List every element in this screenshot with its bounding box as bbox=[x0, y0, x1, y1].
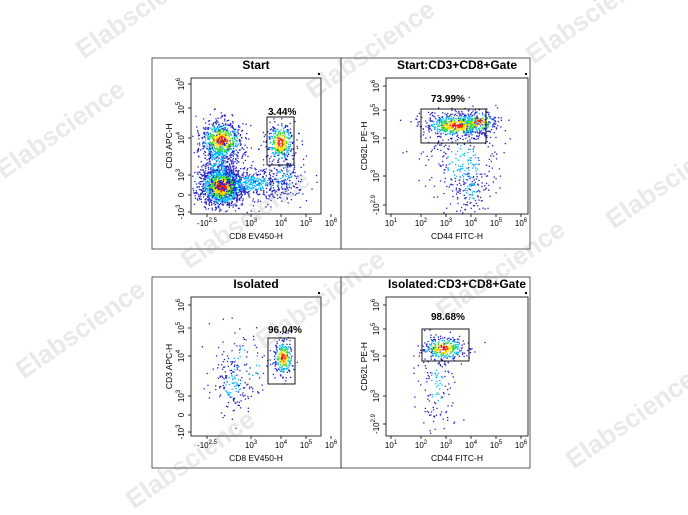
x-tick-label: -102.5 bbox=[197, 440, 218, 450]
y-tick-label: 104 bbox=[371, 349, 381, 362]
gate-percentage-label: 98.68% bbox=[431, 312, 465, 323]
chart-title: Isolated:CD3+CD8+Gate bbox=[388, 277, 526, 291]
x-tick-label: 103 bbox=[245, 440, 258, 450]
x-tick-label: 106 bbox=[515, 218, 528, 228]
x-tick-label: 105 bbox=[490, 218, 503, 228]
chart-title: Start:CD3+CD8+Gate bbox=[397, 58, 517, 72]
x-axis-label: CD44 FITC-H bbox=[431, 453, 483, 463]
data-points bbox=[413, 329, 486, 434]
x-tick-label: 101 bbox=[385, 218, 398, 228]
y-tick-label: 106 bbox=[176, 298, 186, 311]
x-tick-label: 103 bbox=[440, 440, 453, 450]
y-tick-label: 0 bbox=[177, 192, 186, 197]
y-tick-label: 104 bbox=[176, 131, 186, 144]
x-tick-label: 106 bbox=[325, 440, 338, 450]
plot-area bbox=[191, 297, 321, 436]
data-points bbox=[400, 97, 511, 214]
x-tick-label: -102.5 bbox=[197, 218, 218, 228]
y-tick-label: 106 bbox=[371, 298, 381, 311]
x-tick-label: 103 bbox=[245, 218, 258, 228]
y-tick-label: 103 bbox=[371, 169, 381, 182]
x-tick-label: 102 bbox=[415, 218, 428, 228]
y-tick-label: -102.9 bbox=[371, 194, 381, 215]
x-tick-label: 105 bbox=[300, 440, 313, 450]
x-tick-label: 106 bbox=[515, 440, 528, 450]
y-axis-label: CD3 APC-H bbox=[164, 123, 174, 168]
chart-title: Isolated bbox=[233, 277, 278, 291]
corner-marker bbox=[318, 73, 320, 75]
y-tick-label: 105 bbox=[371, 103, 381, 116]
corner-marker bbox=[525, 292, 527, 294]
y-axis-label: CD62L PE-H bbox=[359, 342, 369, 391]
y-tick-label: 103 bbox=[176, 389, 186, 402]
y-tick-label: 105 bbox=[371, 322, 381, 335]
x-tick-label: 103 bbox=[440, 218, 453, 228]
gate-percentage-label: 73.99% bbox=[431, 94, 465, 105]
x-axis-label: CD8 EV450-H bbox=[229, 453, 283, 463]
flow-cytometry-figure: Start 3.44% -102.5 103 104 105 106 -103 0 103 104 1… bbox=[0, 0, 688, 490]
y-tick-label: -103 bbox=[176, 424, 186, 440]
y-axis-label: CD3 APC-H bbox=[164, 344, 174, 389]
y-axis-label: CD62L PE-H bbox=[359, 122, 369, 171]
x-tick-label: 104 bbox=[275, 218, 288, 228]
chart-title: Start bbox=[242, 58, 269, 72]
y-tick-label: 106 bbox=[371, 79, 381, 92]
y-tick-label: 105 bbox=[176, 321, 186, 334]
y-tick-label: 106 bbox=[176, 77, 186, 90]
x-tick-label: 102 bbox=[415, 440, 428, 450]
gate-percentage-label: 96.04% bbox=[268, 325, 302, 336]
y-tick-label: 103 bbox=[371, 389, 381, 402]
y-tick-label: -103 bbox=[176, 204, 186, 220]
y-tick-label: 0 bbox=[177, 412, 186, 417]
x-axis-label: CD8 EV450-H bbox=[229, 231, 283, 241]
data-points bbox=[192, 108, 317, 213]
x-tick-label: 104 bbox=[275, 440, 288, 450]
y-tick-label: 105 bbox=[176, 101, 186, 114]
corner-marker bbox=[525, 73, 527, 75]
y-tick-label: 103 bbox=[176, 168, 186, 181]
x-tick-label: 104 bbox=[465, 440, 478, 450]
x-tick-label: 105 bbox=[300, 218, 313, 228]
x-axis-label: CD44 FITC-H bbox=[431, 231, 483, 241]
corner-marker bbox=[318, 292, 320, 294]
y-tick-label: -102.9 bbox=[371, 413, 381, 434]
gate-percentage-label: 3.44% bbox=[268, 107, 296, 118]
y-tick-label: 104 bbox=[176, 349, 186, 362]
x-tick-label: 101 bbox=[385, 440, 398, 450]
x-tick-label: 105 bbox=[490, 440, 503, 450]
x-tick-label: 106 bbox=[325, 218, 338, 228]
gate-box bbox=[267, 117, 294, 165]
y-tick-label: 104 bbox=[371, 131, 381, 144]
x-tick-label: 104 bbox=[465, 218, 478, 228]
